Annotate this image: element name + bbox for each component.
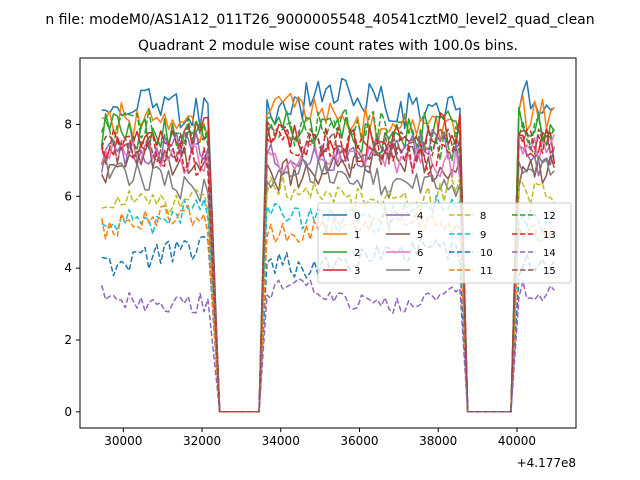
y-tick-label: 2 [64, 333, 72, 347]
legend-label-10: 10 [480, 248, 493, 259]
legend-label-9: 9 [480, 230, 486, 241]
x-tick-label: 40000 [498, 434, 536, 448]
legend-label-12: 12 [543, 211, 556, 222]
y-tick-label: 6 [64, 189, 72, 203]
series-line-7 [101, 155, 555, 413]
x-axis: 30000 32000 34000 36000 38000 40000 [104, 428, 536, 448]
series-line-13 [100, 126, 555, 413]
legend-label-3: 3 [354, 266, 360, 277]
legend-label-11: 11 [480, 266, 493, 277]
plot-frame [79, 57, 577, 429]
legend-label-14: 14 [543, 248, 556, 259]
y-tick-label: 8 [64, 117, 72, 131]
y-tick-label: 0 [64, 405, 72, 419]
legend-label-7: 7 [417, 266, 423, 277]
legend-label-13: 13 [543, 230, 556, 241]
legend-label-8: 8 [480, 211, 486, 222]
legend-label-1: 1 [354, 230, 360, 241]
x-tick-label: 36000 [340, 434, 378, 448]
legend-label-2: 2 [354, 248, 360, 259]
legend-label-6: 6 [417, 248, 423, 259]
legend-label-4: 4 [417, 211, 423, 222]
x-offset-label: +4.177e8 [517, 456, 576, 470]
x-tick-label: 34000 [262, 434, 300, 448]
legend-label-15: 15 [543, 266, 556, 277]
figure-suptitle: n file: modeM0/AS1A12_011T26_9000005548_… [45, 12, 594, 28]
series-layer [100, 77, 556, 413]
x-tick-label: 32000 [183, 434, 221, 448]
legend-frame [317, 202, 572, 284]
x-tick-label: 38000 [419, 434, 457, 448]
series-line-12 [100, 107, 556, 413]
y-axis: 0 2 4 6 8 [64, 117, 80, 419]
legend-label-0: 0 [354, 211, 360, 222]
series-line-15 [100, 120, 555, 413]
series-line-14 [100, 278, 555, 413]
legend-label-5: 5 [417, 230, 423, 241]
chart-title: Quadrant 2 module wise count rates with … [138, 38, 518, 54]
y-tick-label: 4 [64, 261, 72, 275]
x-tick-label: 30000 [104, 434, 142, 448]
